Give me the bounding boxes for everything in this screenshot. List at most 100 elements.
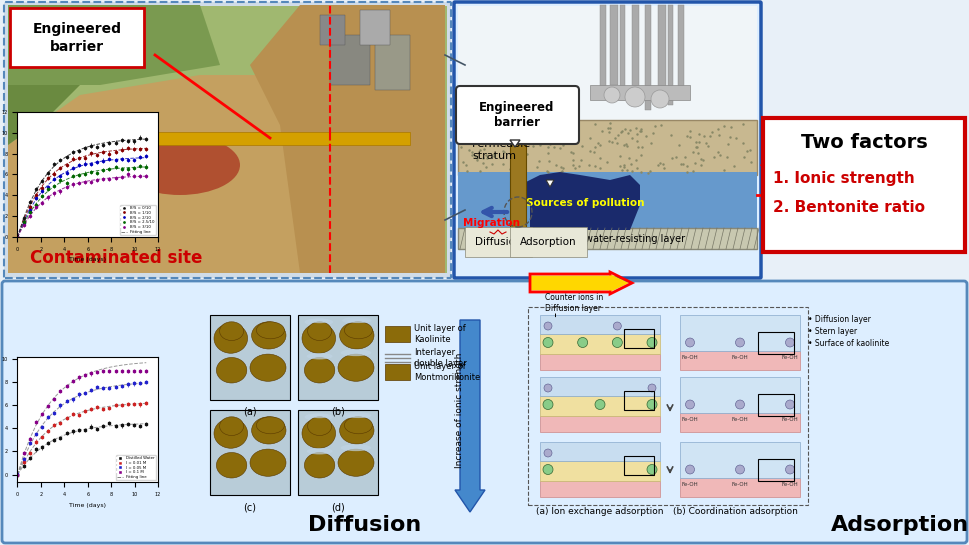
Bar (360, 10, 390, 45)
Text: Interlayer
double layer: Interlayer double layer (414, 348, 467, 368)
Bar (680, 377, 800, 413)
Circle shape (544, 384, 552, 392)
Bar (385, 326, 410, 342)
Ellipse shape (257, 417, 284, 434)
Circle shape (786, 338, 795, 347)
FancyArrow shape (455, 320, 485, 512)
Bar (590, 85, 690, 100)
Circle shape (544, 449, 552, 457)
X-axis label: Time (days): Time (days) (69, 257, 107, 262)
Bar (668, 5, 673, 105)
Circle shape (735, 400, 744, 409)
Polygon shape (8, 75, 445, 273)
Bar (458, 120, 757, 175)
Ellipse shape (304, 318, 333, 326)
Bar (540, 377, 660, 396)
Bar (620, 5, 625, 100)
Ellipse shape (306, 353, 332, 359)
Ellipse shape (304, 452, 335, 478)
Ellipse shape (307, 417, 331, 435)
Text: Fe-OH: Fe-OH (732, 417, 748, 422)
Ellipse shape (338, 449, 374, 476)
Ellipse shape (347, 319, 370, 323)
Bar (540, 415, 660, 432)
Ellipse shape (339, 417, 374, 444)
Ellipse shape (341, 444, 371, 451)
Ellipse shape (120, 135, 240, 195)
FancyBboxPatch shape (10, 8, 144, 67)
Text: (c): (c) (243, 502, 257, 512)
Text: Counter ions in
Diffusion layer: Counter ions in Diffusion layer (545, 293, 604, 313)
Bar (624, 456, 654, 475)
Circle shape (613, 322, 621, 330)
Text: • Stern layer: • Stern layer (808, 328, 858, 336)
Text: Migration: Migration (463, 218, 520, 228)
Text: Fe-OH: Fe-OH (782, 355, 798, 360)
Ellipse shape (252, 417, 286, 444)
Circle shape (685, 465, 695, 474)
Text: Diffusion: Diffusion (475, 237, 521, 247)
Text: (a): (a) (243, 407, 257, 417)
Text: barrier: barrier (494, 117, 540, 130)
Circle shape (735, 338, 744, 347)
Text: Two factors: Two factors (800, 134, 927, 153)
FancyBboxPatch shape (4, 2, 451, 278)
Polygon shape (8, 5, 220, 85)
Bar (678, 5, 684, 90)
Text: Engineered: Engineered (33, 22, 121, 36)
Bar (510, 120, 526, 235)
Bar (540, 396, 660, 415)
Ellipse shape (341, 349, 371, 356)
Circle shape (651, 90, 669, 108)
Text: Fe-OH: Fe-OH (782, 482, 798, 487)
Text: Fe-OH: Fe-OH (681, 417, 699, 422)
Circle shape (786, 465, 795, 474)
Text: Increase of ionic strength: Increase of ionic strength (455, 352, 464, 468)
Bar (680, 413, 800, 432)
Ellipse shape (250, 449, 286, 476)
Text: Fe-OH: Fe-OH (681, 355, 699, 360)
Ellipse shape (220, 417, 243, 435)
Text: Fe-OH: Fe-OH (782, 417, 798, 422)
Bar (80, 132, 410, 145)
Bar (298, 410, 378, 495)
Ellipse shape (252, 322, 286, 349)
Bar (624, 329, 654, 348)
Text: Adsorption: Adsorption (520, 237, 577, 247)
Polygon shape (565, 185, 580, 230)
Circle shape (543, 337, 553, 348)
Polygon shape (546, 180, 554, 187)
Text: • Diffusion layer: • Diffusion layer (808, 316, 871, 324)
Ellipse shape (339, 322, 374, 349)
Text: Engineered: Engineered (480, 100, 554, 113)
Circle shape (543, 464, 553, 475)
Polygon shape (8, 5, 80, 145)
Bar (600, 5, 606, 95)
Bar (680, 351, 800, 370)
Circle shape (625, 87, 645, 107)
Bar (680, 315, 800, 351)
FancyBboxPatch shape (763, 118, 965, 252)
FancyBboxPatch shape (454, 2, 761, 278)
Bar (210, 410, 290, 495)
Circle shape (647, 399, 657, 409)
Bar (320, 15, 345, 45)
Ellipse shape (214, 419, 248, 448)
Text: Fe-OH: Fe-OH (732, 482, 748, 487)
Bar (624, 391, 654, 410)
FancyBboxPatch shape (456, 86, 579, 144)
Text: (a) Ion exchange adsorption: (a) Ion exchange adsorption (536, 506, 664, 516)
Circle shape (612, 337, 622, 348)
Ellipse shape (302, 419, 335, 448)
Ellipse shape (216, 452, 247, 478)
Bar (680, 442, 800, 478)
Ellipse shape (220, 322, 243, 341)
Circle shape (648, 384, 656, 392)
Circle shape (647, 337, 657, 348)
Bar (330, 35, 370, 85)
Ellipse shape (216, 358, 247, 383)
Text: (b) Coordination adsorption: (b) Coordination adsorption (672, 506, 797, 516)
Bar (758, 331, 794, 354)
Bar (540, 481, 660, 497)
Text: Unit layer of
Kaolinite: Unit layer of Kaolinite (414, 324, 466, 344)
